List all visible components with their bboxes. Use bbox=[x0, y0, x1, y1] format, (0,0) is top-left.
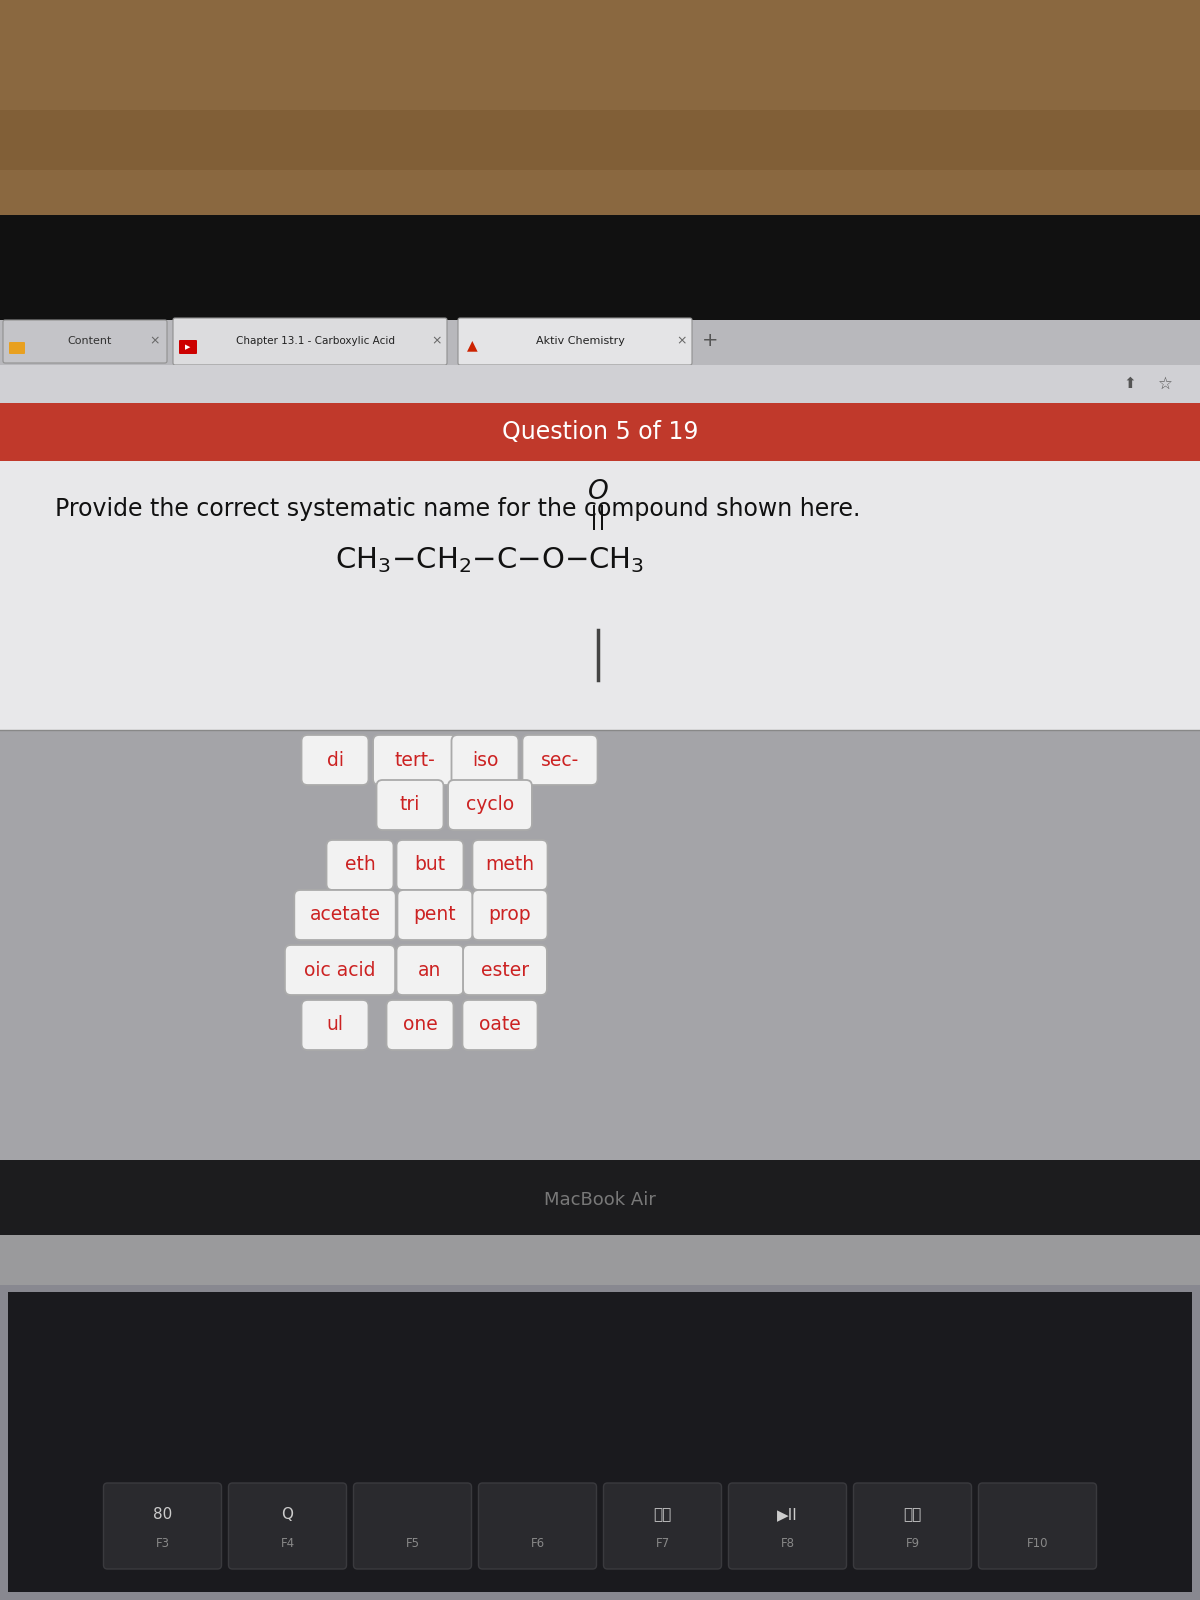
Bar bbox=[0, 320, 1200, 1310]
Text: ⏪⏪: ⏪⏪ bbox=[653, 1507, 672, 1522]
Text: +: + bbox=[702, 331, 719, 350]
FancyBboxPatch shape bbox=[10, 342, 25, 354]
Bar bbox=[0, 403, 1200, 461]
Text: but: but bbox=[414, 856, 445, 875]
Text: ⏩⏩: ⏩⏩ bbox=[904, 1507, 922, 1522]
Text: ×: × bbox=[150, 334, 161, 347]
Text: oic acid: oic acid bbox=[305, 960, 376, 979]
FancyBboxPatch shape bbox=[396, 840, 463, 890]
Text: pent: pent bbox=[414, 906, 456, 925]
Text: tert-: tert- bbox=[395, 750, 436, 770]
FancyBboxPatch shape bbox=[458, 318, 692, 365]
Text: ×: × bbox=[432, 334, 443, 347]
Bar bbox=[0, 461, 1200, 730]
Bar bbox=[8, 1293, 1192, 1592]
FancyBboxPatch shape bbox=[2, 320, 167, 363]
Text: an: an bbox=[419, 960, 442, 979]
Text: ▶: ▶ bbox=[185, 344, 191, 350]
Text: F9: F9 bbox=[906, 1536, 919, 1550]
Bar bbox=[0, 365, 1200, 403]
FancyBboxPatch shape bbox=[479, 1483, 596, 1570]
Text: di: di bbox=[326, 750, 343, 770]
FancyBboxPatch shape bbox=[301, 1000, 368, 1050]
Text: Content: Content bbox=[68, 336, 112, 346]
Text: ▲: ▲ bbox=[467, 338, 478, 352]
FancyBboxPatch shape bbox=[301, 734, 368, 786]
FancyBboxPatch shape bbox=[396, 946, 463, 995]
Text: meth: meth bbox=[486, 856, 534, 875]
FancyBboxPatch shape bbox=[728, 1483, 846, 1570]
Bar bbox=[0, 320, 1200, 365]
Text: $\mathregular{CH_3{-}CH_2{-}C{-}O{-}CH_3}$: $\mathregular{CH_3{-}CH_2{-}C{-}O{-}CH_3… bbox=[335, 546, 644, 574]
Bar bbox=[0, 1160, 1200, 1240]
Bar bbox=[0, 0, 1200, 219]
FancyBboxPatch shape bbox=[386, 1000, 454, 1050]
FancyBboxPatch shape bbox=[451, 734, 518, 786]
Text: O: O bbox=[588, 478, 608, 506]
FancyBboxPatch shape bbox=[103, 1483, 222, 1570]
Bar bbox=[0, 110, 1200, 170]
FancyBboxPatch shape bbox=[284, 946, 395, 995]
Text: ||: || bbox=[590, 506, 606, 531]
FancyBboxPatch shape bbox=[604, 1483, 721, 1570]
Bar bbox=[0, 1235, 1200, 1290]
FancyBboxPatch shape bbox=[462, 1000, 538, 1050]
Text: 80: 80 bbox=[152, 1507, 172, 1522]
Text: prop: prop bbox=[488, 906, 532, 925]
FancyBboxPatch shape bbox=[397, 890, 473, 939]
Text: ×: × bbox=[677, 334, 688, 347]
FancyBboxPatch shape bbox=[473, 890, 547, 939]
Text: Q: Q bbox=[282, 1507, 294, 1522]
Text: ▶II: ▶II bbox=[778, 1507, 798, 1522]
Text: F4: F4 bbox=[281, 1536, 294, 1550]
Bar bbox=[0, 214, 1200, 320]
Text: F8: F8 bbox=[780, 1536, 794, 1550]
Text: ester: ester bbox=[481, 960, 529, 979]
Bar bbox=[0, 730, 1200, 1310]
Text: eth: eth bbox=[344, 856, 376, 875]
Text: cyclo: cyclo bbox=[466, 795, 514, 814]
Text: F5: F5 bbox=[406, 1536, 420, 1550]
FancyBboxPatch shape bbox=[463, 946, 547, 995]
Text: ☆: ☆ bbox=[1158, 374, 1172, 394]
FancyBboxPatch shape bbox=[228, 1483, 347, 1570]
Text: F10: F10 bbox=[1027, 1536, 1049, 1550]
FancyBboxPatch shape bbox=[179, 341, 197, 354]
Text: F6: F6 bbox=[530, 1536, 545, 1550]
Text: ⬆: ⬆ bbox=[1123, 376, 1136, 392]
Text: Provide the correct systematic name for the compound shown here.: Provide the correct systematic name for … bbox=[55, 498, 860, 522]
Text: oate: oate bbox=[479, 1016, 521, 1035]
FancyBboxPatch shape bbox=[326, 840, 394, 890]
FancyBboxPatch shape bbox=[522, 734, 598, 786]
FancyBboxPatch shape bbox=[853, 1483, 972, 1570]
FancyBboxPatch shape bbox=[373, 734, 457, 786]
Bar bbox=[0, 1285, 1200, 1600]
Text: one: one bbox=[403, 1016, 437, 1035]
Text: Question 5 of 19: Question 5 of 19 bbox=[502, 419, 698, 443]
FancyBboxPatch shape bbox=[354, 1483, 472, 1570]
Text: acetate: acetate bbox=[310, 906, 380, 925]
Text: MacBook Air: MacBook Air bbox=[544, 1190, 656, 1210]
Text: F3: F3 bbox=[156, 1536, 169, 1550]
Text: ul: ul bbox=[326, 1016, 343, 1035]
Text: F7: F7 bbox=[655, 1536, 670, 1550]
Text: Chapter 13.1 - Carboxylic Acid: Chapter 13.1 - Carboxylic Acid bbox=[235, 336, 395, 346]
Text: Aktiv Chemistry: Aktiv Chemistry bbox=[535, 336, 624, 346]
FancyBboxPatch shape bbox=[448, 781, 532, 830]
Text: sec-: sec- bbox=[541, 750, 580, 770]
FancyBboxPatch shape bbox=[473, 840, 547, 890]
Text: tri: tri bbox=[400, 795, 420, 814]
FancyBboxPatch shape bbox=[377, 781, 444, 830]
FancyBboxPatch shape bbox=[978, 1483, 1097, 1570]
FancyBboxPatch shape bbox=[173, 318, 446, 365]
FancyBboxPatch shape bbox=[294, 890, 396, 939]
Text: iso: iso bbox=[472, 750, 498, 770]
